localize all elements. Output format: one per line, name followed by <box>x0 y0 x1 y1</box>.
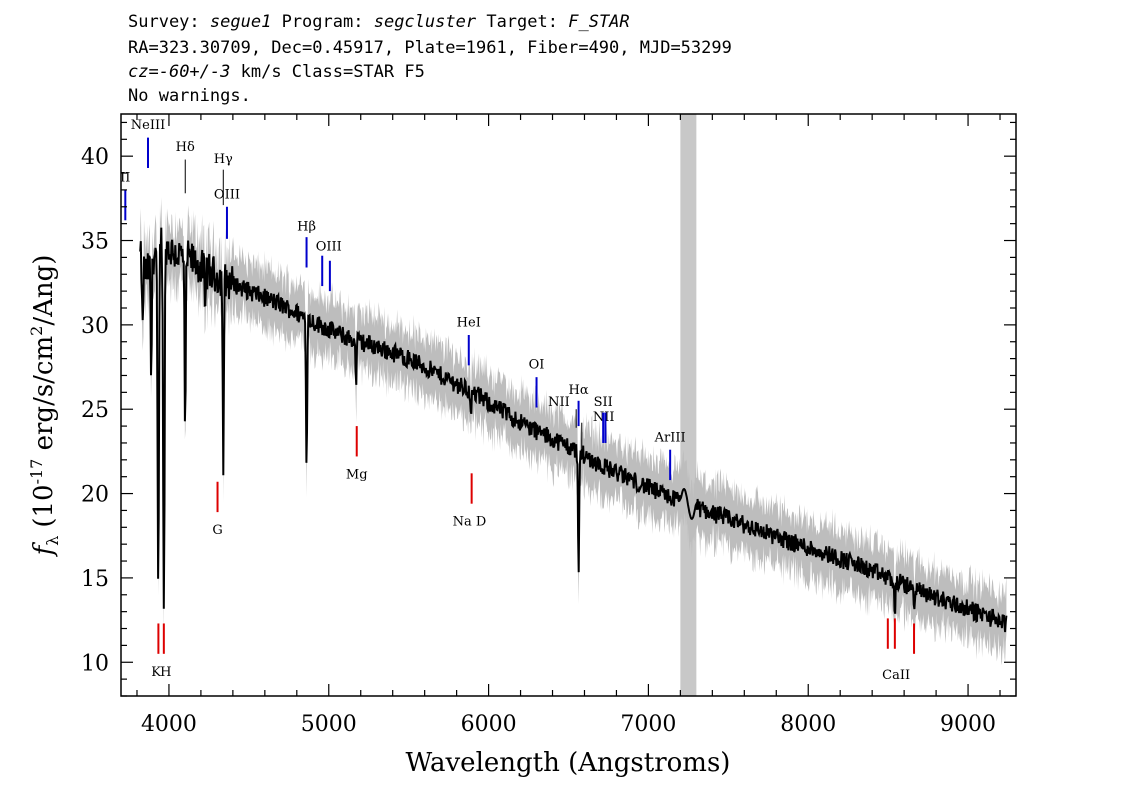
emission-line-label: OI <box>529 358 545 373</box>
absorption-line-label: Na D <box>453 515 487 530</box>
x-tick-label: 9000 <box>940 712 996 737</box>
emission-line-label: NII <box>548 395 570 410</box>
header-line-3: cz=-60+/-3 km/s Class=STAR F5 <box>128 64 425 81</box>
header-line-4: No warnings. <box>128 86 251 106</box>
cz-prefix: cz= <box>128 62 159 82</box>
y-axis-subscript: λ <box>43 536 62 546</box>
x-tick-label: 6000 <box>461 712 517 737</box>
error-band-layer <box>140 197 1007 666</box>
y-axis-unit-pre: (10 <box>29 484 59 527</box>
y-axis-exponent-2: 2 <box>27 326 46 336</box>
survey-value: segue1 <box>209 12 272 32</box>
x-axis-title: Wavelength (Angstroms) <box>406 748 731 778</box>
spectrum-layer <box>139 227 1008 633</box>
x-tick-label: 8000 <box>780 712 836 737</box>
error-band <box>140 197 1007 666</box>
plot-frame <box>120 113 1017 697</box>
cz-value: -60+/-3 <box>158 62 231 82</box>
program-value: segcluster <box>373 12 477 32</box>
spectrum-line <box>139 227 1008 633</box>
y-axis-title: fλ(10-17 erg/s/cm2/Ang) <box>27 255 62 558</box>
y-tick-label: 10 <box>81 651 109 676</box>
emission-line-label: Hα <box>569 383 589 398</box>
emission-line-label: SII <box>594 395 613 410</box>
y-tick-label: 15 <box>81 567 109 592</box>
emission-line-label: OIII <box>316 240 342 255</box>
masked-region-layer <box>680 114 697 696</box>
masked-region <box>680 114 697 696</box>
header-line-1: Survey: segue1 Program: segcluster Targe… <box>128 14 630 31</box>
axes-layer: 4000 5000 6000 7000 8000 9000 10 15 20 25 30 35 40 <box>81 114 1016 737</box>
spectral-lines-layer: IINeIIIHδHγOIIIHβOIIIHeIOINIIHαNIISIIArI… <box>120 118 916 683</box>
x-tick-label: 5000 <box>301 712 357 737</box>
emission-line-label: Hδ <box>176 140 195 155</box>
y-tick-label: 30 <box>81 314 109 339</box>
emission-line-label: Hβ <box>297 219 316 234</box>
y-tick-label: 40 <box>81 145 109 170</box>
x-tick-label: 4000 <box>141 712 197 737</box>
y-axis-unit-post: /Ang) <box>29 255 59 326</box>
absorption-line-label: H <box>160 665 171 680</box>
header-line-2: RA=323.30709, Dec=0.45917, Plate=1961, F… <box>128 38 732 58</box>
emission-line-label: II <box>120 170 130 185</box>
absorption-line-label: G <box>212 523 222 538</box>
absorption-line-label: CaII <box>882 668 910 683</box>
emission-line-label: ArIII <box>654 430 686 445</box>
absorption-line-label: Mg <box>346 467 368 482</box>
y-tick-label: 35 <box>81 230 109 255</box>
cz-suffix: km/s Class=STAR F5 <box>230 62 425 82</box>
emission-line-label: OIII <box>214 187 240 202</box>
y-axis-exponent: -17 <box>27 459 46 485</box>
emission-line-label: NeIII <box>131 118 165 133</box>
program-label: Program: <box>281 12 364 32</box>
absorption-line-label: K <box>151 665 161 680</box>
survey-label: Survey: <box>128 12 200 32</box>
target-value: F_STAR <box>568 12 630 32</box>
y-tick-label: 25 <box>81 398 109 423</box>
y-tick-label: 20 <box>81 483 109 508</box>
emission-line-label: Hγ <box>214 152 233 167</box>
target-label: Target: <box>486 12 558 32</box>
x-tick-label: 7000 <box>620 712 676 737</box>
emission-line-label: HeI <box>457 316 481 331</box>
y-axis-unit-mid: erg/s/cm <box>29 336 59 459</box>
